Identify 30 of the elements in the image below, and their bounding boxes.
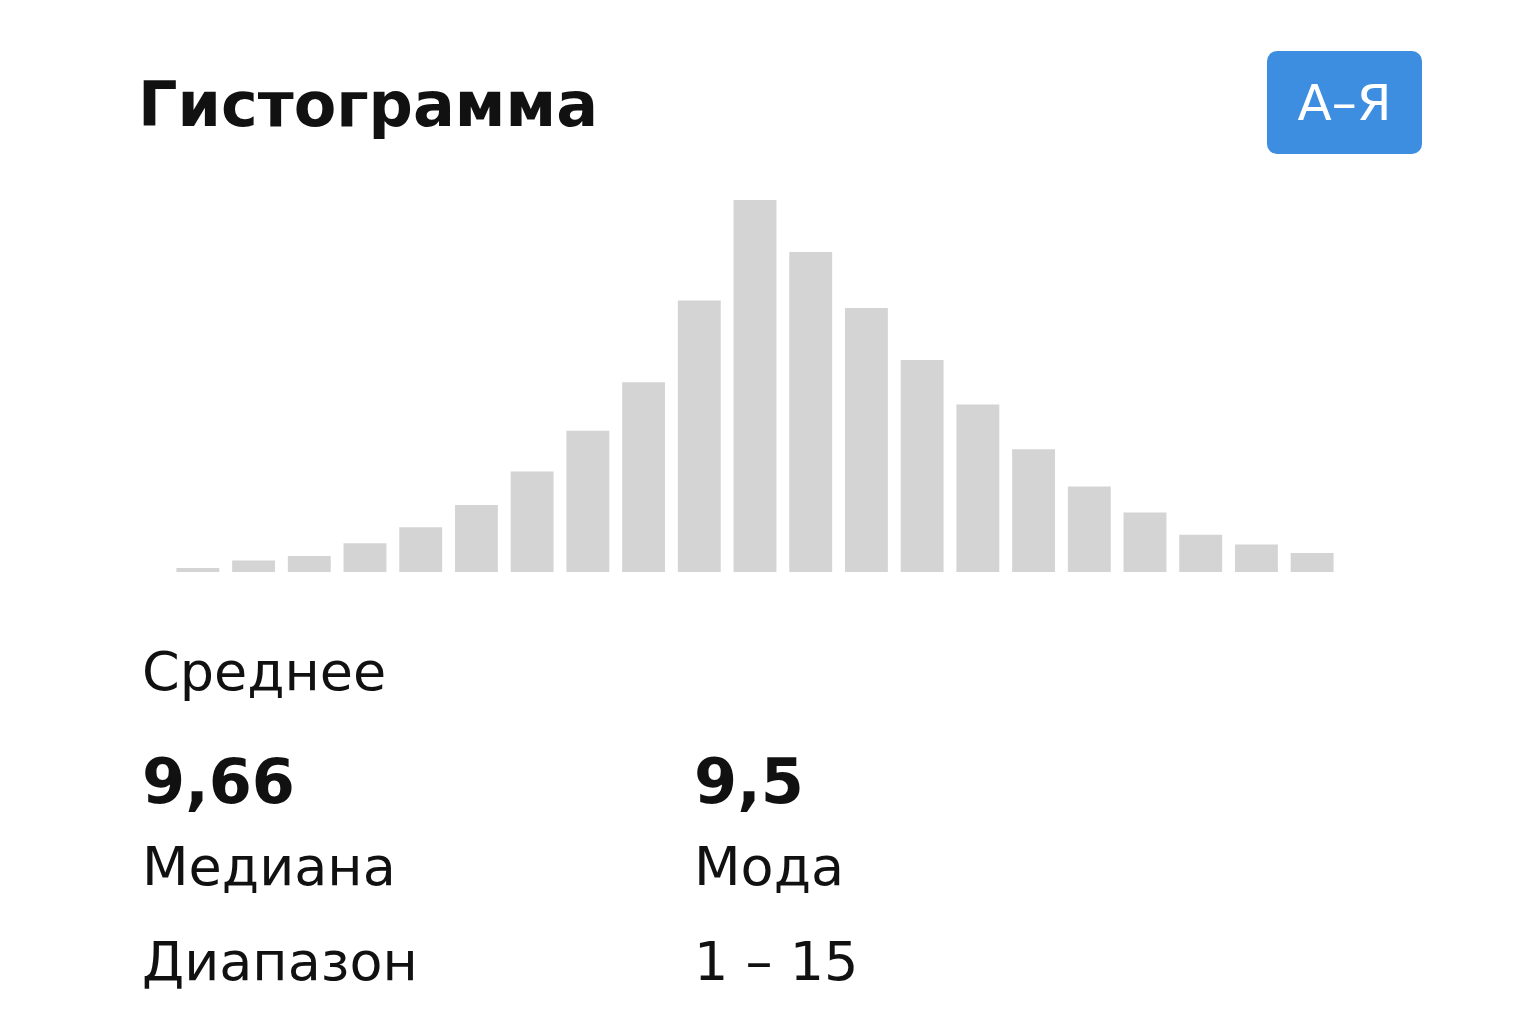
bar [733,200,777,572]
chart-title: Гистограмма [138,68,599,141]
bar [399,527,443,572]
bar [789,252,833,572]
text: Медиана [142,835,396,898]
bar [176,567,220,572]
bar [1179,534,1223,572]
text: Среднее [142,640,387,703]
bar [287,556,331,572]
bar [844,307,888,572]
text: 9,66 [142,745,295,818]
bar [1067,486,1111,572]
text: 1 – 15 [694,930,859,993]
bar [622,382,666,572]
bar [677,300,721,572]
bar [343,543,387,572]
text: Диапазон [142,930,418,993]
bar [232,560,276,572]
bar [454,505,498,572]
text: Мода [694,835,845,898]
bar [566,430,610,572]
bar [956,404,1000,572]
bar [1123,512,1167,572]
bar [1234,544,1278,572]
bar [900,359,944,572]
bar [510,471,554,572]
bar [1012,449,1056,572]
bar [1290,553,1334,572]
sort-button: А–Я [1267,51,1422,154]
text: 9,5 [694,745,804,818]
